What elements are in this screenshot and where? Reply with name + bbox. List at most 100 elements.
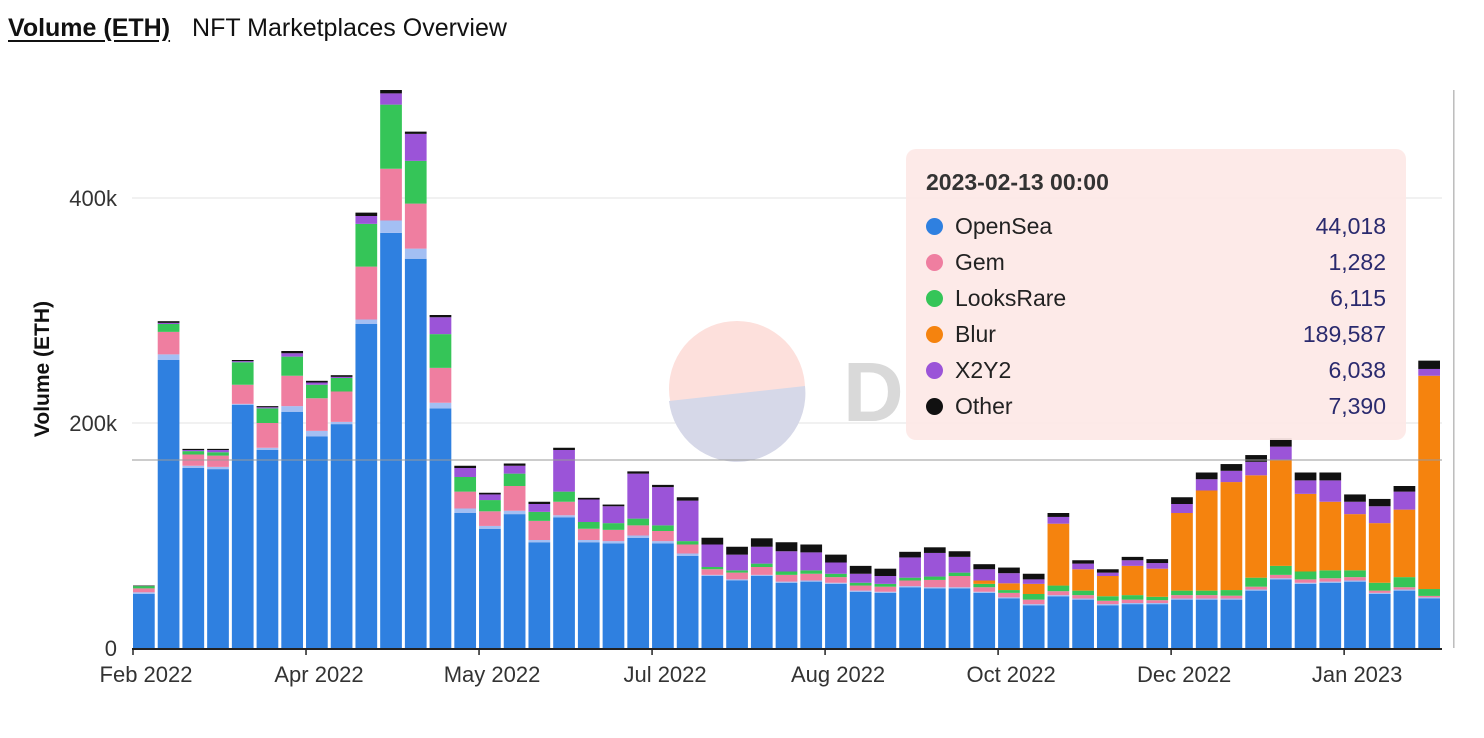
bar-segment-x2y2[interactable] — [923, 552, 946, 577]
bar-segment-x2y2[interactable] — [1294, 480, 1317, 494]
bar-segment-gem[interactable] — [1245, 586, 1267, 590]
bar-segment-openseatop[interactable] — [454, 508, 477, 514]
bar-segment-other[interactable] — [1294, 472, 1317, 481]
bar-segment-x2y2[interactable] — [1121, 560, 1144, 566]
bar-segment-openseatop[interactable] — [899, 586, 921, 588]
bar-segment-looksrare[interactable] — [849, 582, 872, 586]
bar-segment-gem[interactable] — [1344, 577, 1366, 581]
bar-segment-other[interactable] — [1368, 498, 1391, 507]
bar-segment-openseatop[interactable] — [1418, 597, 1440, 599]
bar-segment-gem[interactable] — [1146, 600, 1169, 603]
bar-segment-opensea[interactable] — [874, 592, 897, 648]
bar-segment-openseatop[interactable] — [404, 248, 427, 259]
bar-segment-x2y2[interactable] — [1269, 446, 1292, 461]
bar-segment-other[interactable] — [998, 567, 1020, 574]
bar-segment-openseatop[interactable] — [701, 574, 724, 576]
bar-segment-opensea[interactable] — [948, 588, 971, 648]
bar-segment-x2y2[interactable] — [231, 361, 254, 363]
bar-segment-gem[interactable] — [1022, 599, 1045, 605]
bar-segment-openseatop[interactable] — [1096, 604, 1119, 606]
bar-segment-looksrare[interactable] — [973, 583, 996, 588]
bar-segment-other[interactable] — [1072, 560, 1094, 564]
bar-stack[interactable] — [503, 463, 526, 649]
bars-group[interactable] — [133, 90, 1440, 648]
bar-stack[interactable] — [1294, 472, 1317, 649]
bar-segment-looksrare[interactable] — [182, 451, 205, 455]
bar-segment-looksrare[interactable] — [948, 572, 971, 576]
bar-segment-openseatop[interactable] — [1368, 592, 1391, 594]
bar-segment-opensea[interactable] — [355, 324, 378, 648]
bar-segment-blur[interactable] — [1220, 482, 1243, 591]
metric-tab-volume[interactable]: Volume (ETH) — [8, 13, 171, 42]
bar-stack[interactable] — [750, 538, 773, 648]
bar-segment-x2y2[interactable] — [800, 552, 823, 571]
bar-segment-blur[interactable] — [1368, 523, 1391, 583]
bar-segment-gem[interactable] — [849, 585, 872, 591]
bar-segment-other[interactable] — [1096, 569, 1119, 573]
bar-segment-looksrare[interactable] — [1195, 590, 1218, 596]
bar-segment-other[interactable] — [627, 471, 650, 474]
bar-stack[interactable] — [1195, 472, 1218, 649]
bar-segment-opensea[interactable] — [133, 594, 155, 648]
bar-stack[interactable] — [1096, 569, 1119, 648]
bar-segment-x2y2[interactable] — [1220, 470, 1243, 483]
bar-segment-gem[interactable] — [1220, 595, 1243, 599]
bar-segment-other[interactable] — [1195, 472, 1218, 480]
bar-segment-looksrare[interactable] — [1269, 565, 1292, 575]
bar-segment-openseatop[interactable] — [923, 587, 946, 589]
bar-segment-opensea[interactable] — [528, 542, 551, 648]
bar-segment-opensea[interactable] — [454, 513, 477, 648]
bar-segment-blur[interactable] — [1393, 509, 1416, 578]
bar-segment-gem[interactable] — [1096, 600, 1119, 605]
bar-segment-opensea[interactable] — [380, 232, 402, 648]
bar-stack[interactable] — [652, 484, 674, 648]
bar-stack[interactable] — [602, 504, 625, 648]
bar-segment-x2y2[interactable] — [503, 465, 526, 474]
bar-segment-gem[interactable] — [231, 384, 254, 404]
bar-stack[interactable] — [923, 547, 946, 648]
bar-segment-other[interactable] — [231, 360, 254, 362]
bar-segment-blur[interactable] — [1096, 576, 1119, 597]
bar-stack[interactable] — [553, 447, 575, 648]
bar-segment-gem[interactable] — [800, 573, 823, 581]
bar-segment-opensea[interactable] — [1096, 605, 1119, 648]
bar-segment-gem[interactable] — [701, 569, 724, 575]
bar-segment-looksrare[interactable] — [676, 541, 699, 545]
bar-segment-looksrare[interactable] — [775, 571, 798, 575]
bar-segment-opensea[interactable] — [281, 411, 304, 648]
bar-segment-gem[interactable] — [1171, 595, 1193, 599]
bar-segment-x2y2[interactable] — [404, 133, 427, 161]
bar-stack[interactable] — [157, 321, 180, 648]
bar-segment-openseatop[interactable] — [207, 466, 229, 470]
bar-segment-openseatop[interactable] — [602, 541, 625, 544]
bar-segment-other[interactable] — [849, 565, 872, 574]
bar-segment-opensea[interactable] — [157, 360, 180, 648]
bar-stack[interactable] — [1393, 486, 1416, 648]
bar-segment-opensea[interactable] — [676, 555, 699, 648]
bar-segment-looksrare[interactable] — [1146, 596, 1169, 601]
bar-segment-x2y2[interactable] — [701, 544, 724, 568]
bar-segment-opensea[interactable] — [1344, 581, 1366, 648]
bar-segment-other[interactable] — [750, 538, 773, 547]
bar-segment-x2y2[interactable] — [330, 376, 353, 378]
bar-stack[interactable] — [676, 497, 699, 648]
bar-stack[interactable] — [948, 551, 971, 648]
bar-segment-looksrare[interactable] — [800, 570, 823, 574]
bar-segment-gem[interactable] — [899, 580, 921, 587]
bar-segment-looksrare[interactable] — [1171, 590, 1193, 596]
bar-segment-other[interactable] — [1344, 494, 1366, 502]
bar-segment-gem[interactable] — [380, 168, 402, 221]
bar-segment-x2y2[interactable] — [207, 450, 229, 453]
bar-segment-gem[interactable] — [973, 587, 996, 592]
bar-segment-openseatop[interactable] — [1195, 598, 1218, 600]
bar-segment-x2y2[interactable] — [899, 557, 921, 578]
bar-segment-looksrare[interactable] — [528, 511, 551, 521]
bar-segment-opensea[interactable] — [256, 450, 279, 648]
bar-segment-gem[interactable] — [1047, 591, 1070, 596]
bar-segment-looksrare[interactable] — [330, 378, 353, 392]
bar-segment-opensea[interactable] — [503, 514, 526, 648]
bar-segment-opensea[interactable] — [306, 436, 328, 649]
bar-segment-openseatop[interactable] — [380, 220, 402, 233]
bar-segment-openseatop[interactable] — [182, 465, 205, 468]
bar-segment-opensea[interactable] — [1121, 604, 1144, 648]
